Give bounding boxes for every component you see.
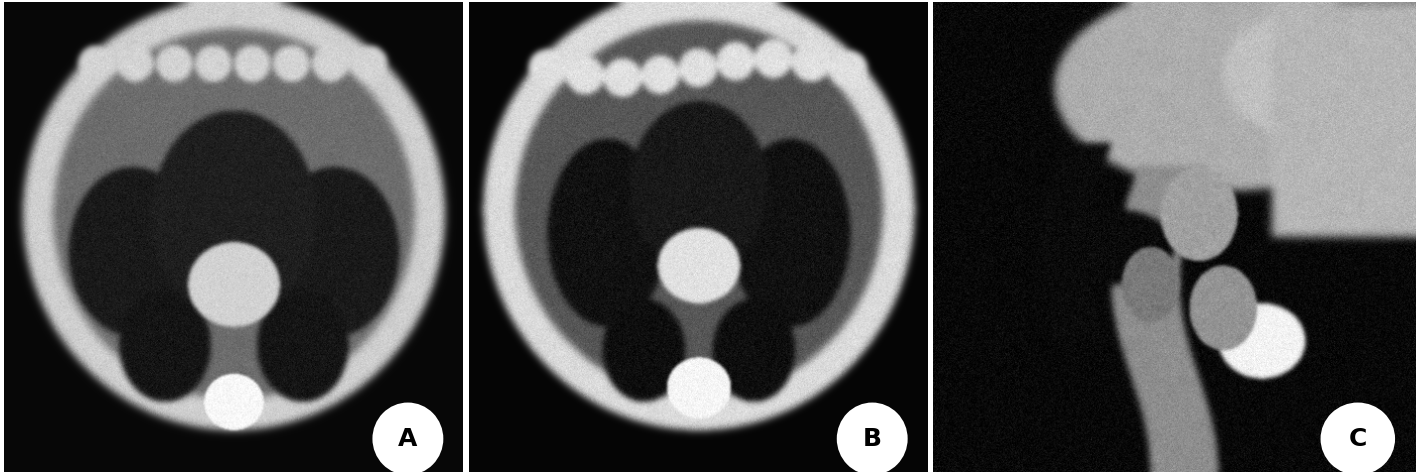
Circle shape [373, 403, 442, 474]
Text: B: B [863, 427, 882, 451]
Circle shape [1322, 403, 1394, 474]
Circle shape [838, 403, 906, 474]
Text: C: C [1349, 427, 1367, 451]
Text: A: A [398, 427, 417, 451]
